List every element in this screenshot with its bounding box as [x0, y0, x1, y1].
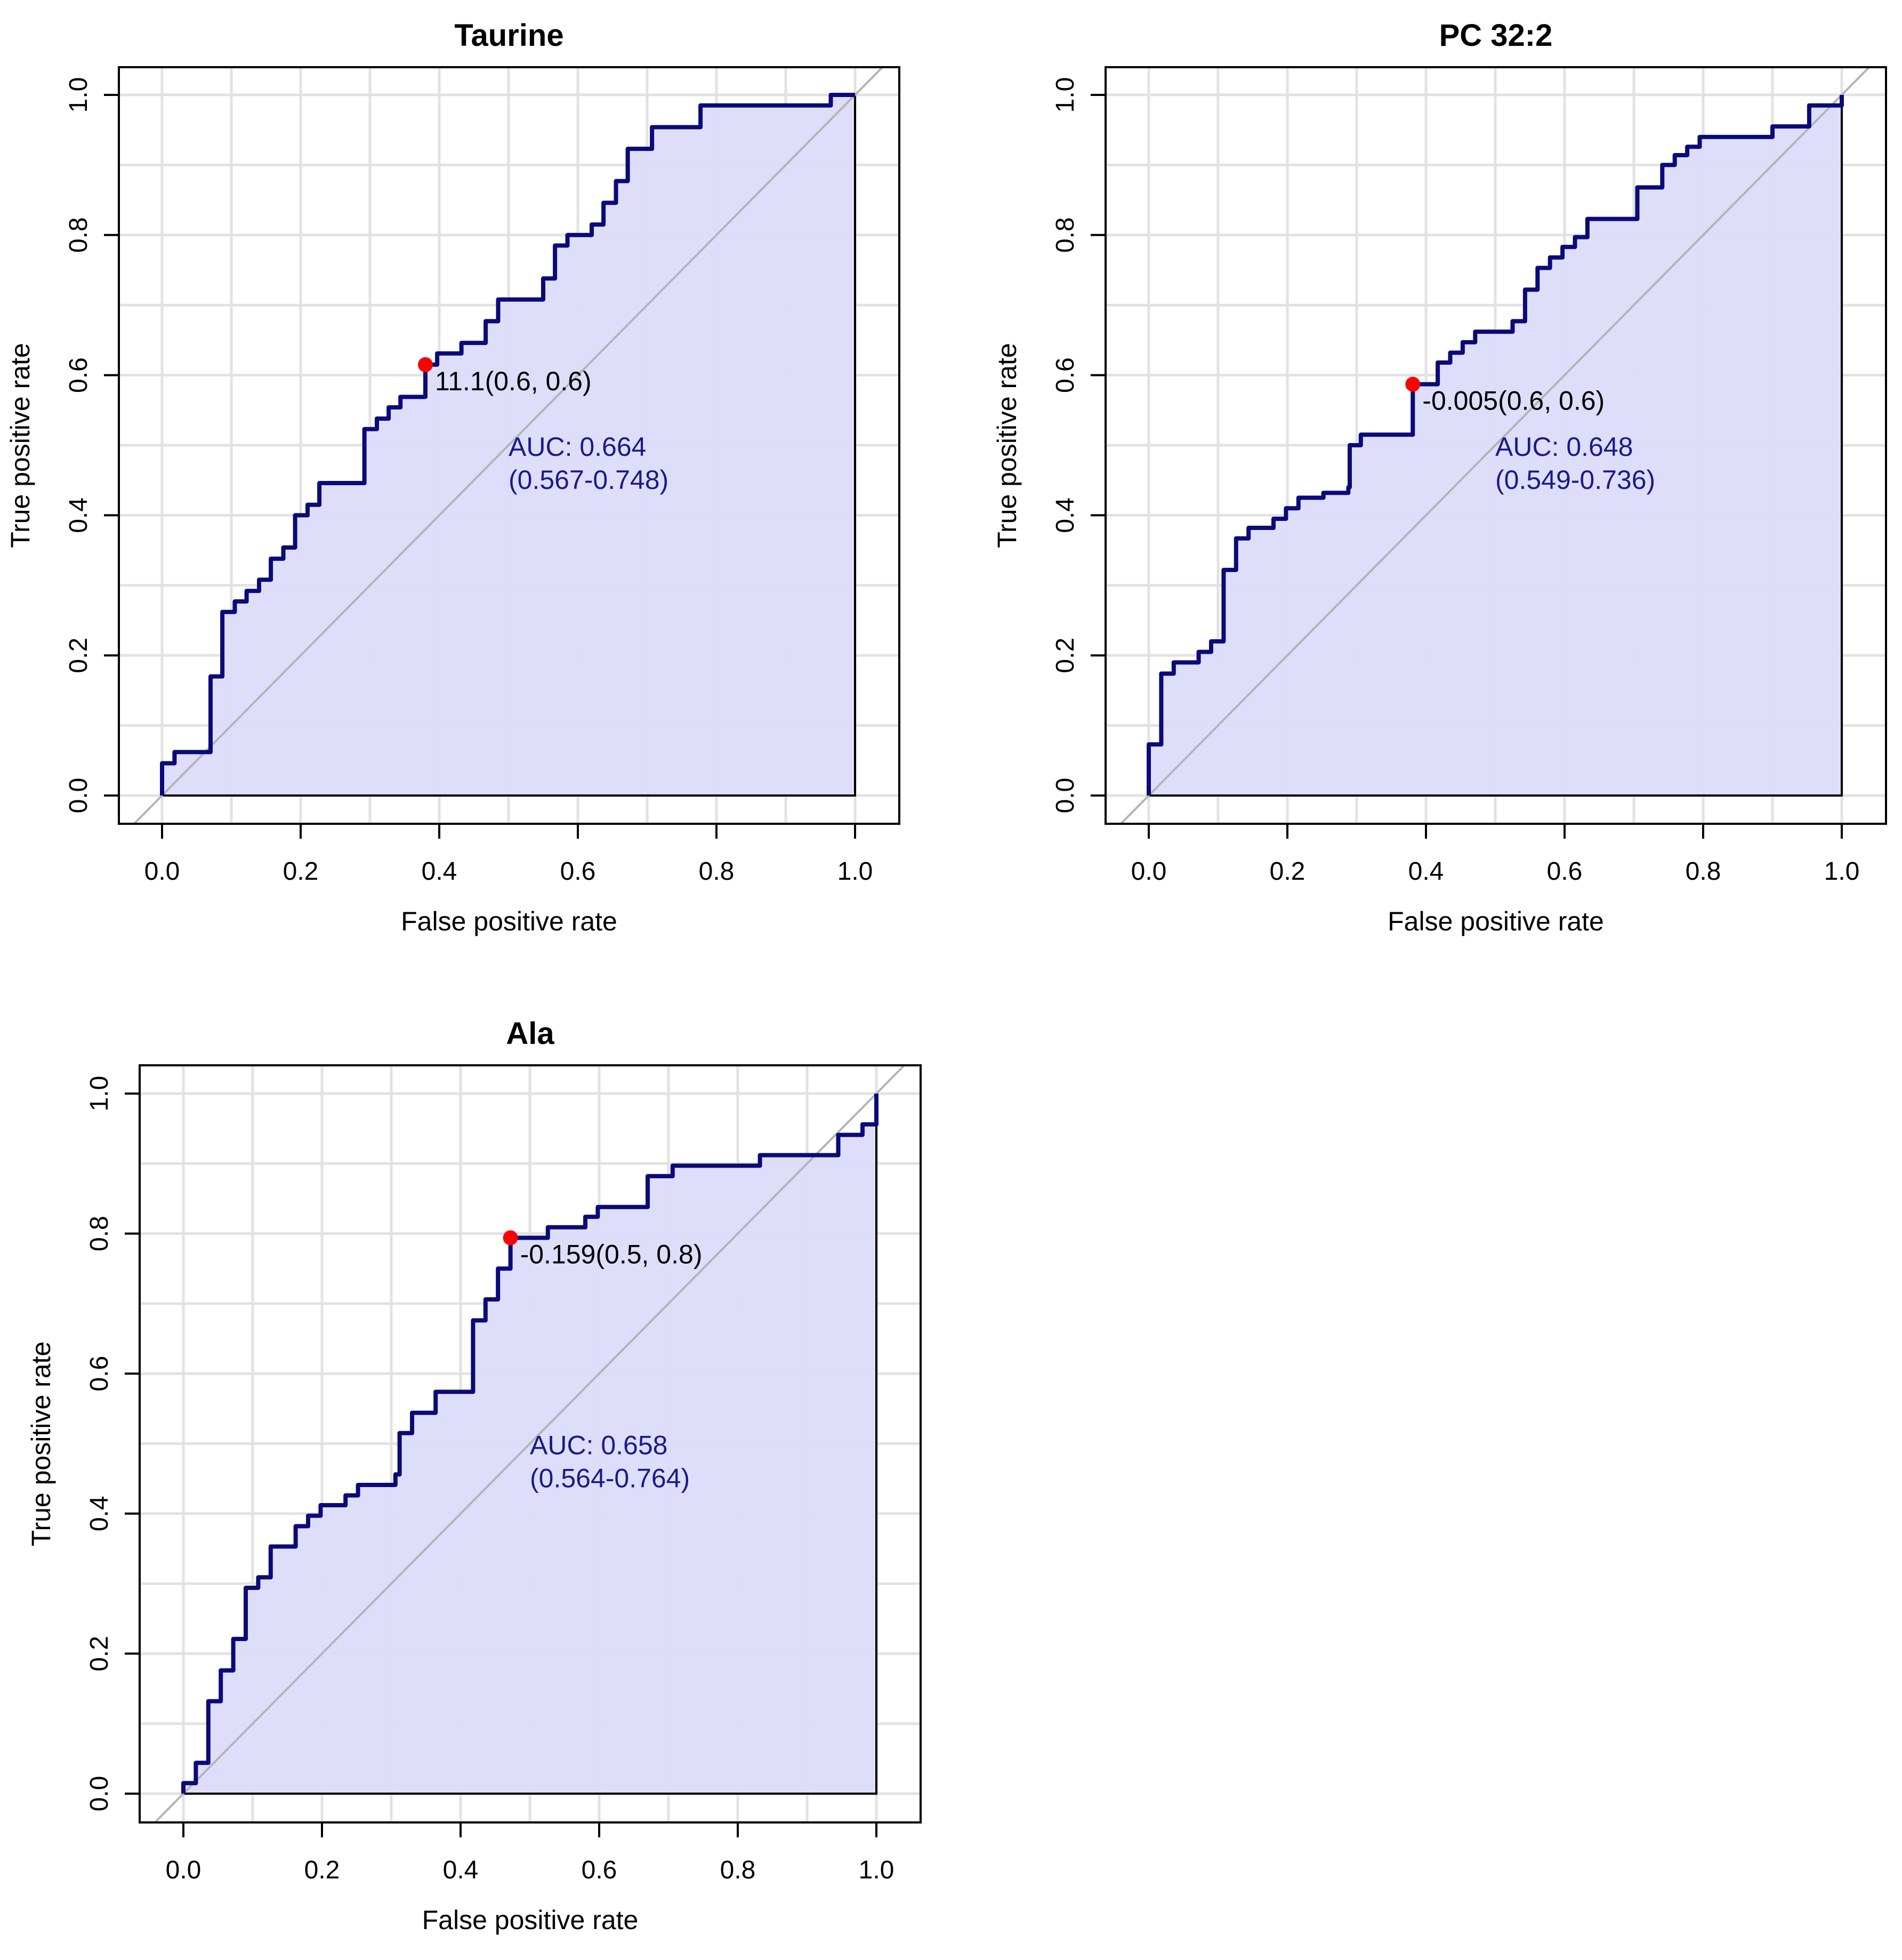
x-tick-label: 0.0: [144, 857, 180, 886]
y-axis: 0.0 0.2 0.4 0.6 0.8 1.0: [85, 1076, 141, 1812]
optimal-cutoff-point: [1405, 376, 1421, 392]
roc-curve: [181, 1094, 879, 1794]
x-tick-label: 0.6: [560, 857, 596, 886]
roc-curve: [1147, 95, 1844, 796]
y-tick-label: 0.2: [85, 1636, 114, 1672]
x-tick-label: 1.0: [859, 1856, 894, 1884]
chart-title: PC 32:2: [1439, 18, 1553, 53]
x-tick-label: 0.0: [166, 1856, 202, 1884]
y-tick-label: 0.8: [1051, 217, 1079, 253]
y-tick-label: 0.6: [1051, 357, 1079, 393]
x-tick-label: 0.6: [1547, 857, 1583, 886]
auc-ci-label: (0.549-0.736): [1495, 465, 1655, 495]
x-tick-label: 0.8: [1686, 857, 1721, 886]
chart-title: Ala: [506, 1016, 554, 1051]
x-axis: 0.0 0.2 0.4 0.6 0.8 1.0: [1131, 823, 1860, 886]
x-tick-label: 0.4: [422, 857, 457, 886]
y-axis-title: True positive rate: [26, 1342, 56, 1546]
x-tick-label: 0.2: [283, 857, 319, 886]
x-axis: 0.0 0.2 0.4 0.6 0.8 1.0: [166, 1821, 894, 1884]
auc-ci-label: (0.564-0.764): [530, 1464, 690, 1493]
optimal-cutoff-label: -0.005(0.6, 0.6): [1422, 386, 1605, 416]
y-axis: 0.0 0.2 0.4 0.6 0.8 1.0: [1051, 77, 1107, 814]
optimal-cutoff-point: [418, 357, 433, 372]
auc-label: AUC: 0.664: [509, 432, 646, 462]
x-tick-label: 0.2: [304, 1856, 340, 1884]
y-tick-label: 0.8: [65, 217, 93, 253]
optimal-cutoff-label: 11.1(0.6, 0.6): [435, 366, 592, 396]
y-tick-label: 1.0: [65, 77, 93, 113]
roc-panel-2: PC 32:2 0.0 0.2 0.4 0.6 0.8 1.0 False positive …: [992, 18, 1887, 936]
x-tick-label: 0.8: [720, 1856, 756, 1884]
x-tick-label: 0.0: [1131, 857, 1167, 886]
x-axis-title: False positive rate: [401, 906, 617, 936]
chance-diagonal: [155, 1065, 905, 1822]
y-tick-label: 0.0: [85, 1776, 114, 1812]
chart-title: Taurine: [454, 18, 563, 53]
auc-ci-label: (0.567-0.748): [509, 465, 668, 495]
y-axis-title: True positive rate: [992, 343, 1022, 548]
y-tick-label: 0.6: [65, 357, 93, 393]
optimal-cutoff-point: [503, 1230, 518, 1246]
y-tick-label: 0.0: [1051, 778, 1079, 814]
y-tick-label: 1.0: [1051, 77, 1079, 113]
roc-curve: [160, 93, 855, 796]
x-axis-title: False positive rate: [422, 1905, 639, 1935]
auc-label: AUC: 0.658: [530, 1431, 667, 1460]
x-tick-label: 1.0: [837, 857, 873, 886]
chance-diagonal: [1120, 67, 1871, 824]
y-tick-label: 0.2: [65, 638, 93, 673]
y-tick-label: 0.4: [1051, 497, 1079, 533]
optimal-cutoff-label: -0.159(0.5, 0.8): [520, 1239, 703, 1269]
x-axis: 0.0 0.2 0.4 0.6 0.8 1.0: [144, 823, 873, 886]
x-tick-label: 0.8: [699, 857, 735, 886]
y-tick-label: 0.8: [85, 1216, 114, 1251]
roc-panel-1: Taurine 0.0 0.2 0.4 0.6 0.8 1.0 False positive …: [5, 18, 900, 936]
x-tick-label: 0.2: [1270, 857, 1305, 886]
y-tick-label: 1.0: [85, 1076, 114, 1112]
x-tick-label: 0.4: [443, 1856, 479, 1884]
auc-label: AUC: 0.648: [1495, 432, 1633, 462]
x-tick-label: 0.4: [1408, 857, 1444, 886]
y-tick-label: 0.0: [65, 778, 93, 814]
y-axis-title: True positive rate: [5, 343, 35, 548]
y-tick-label: 0.4: [85, 1496, 114, 1531]
y-tick-label: 0.6: [85, 1356, 114, 1392]
x-tick-label: 1.0: [1824, 857, 1860, 886]
y-tick-label: 0.4: [65, 497, 93, 533]
x-tick-label: 0.6: [582, 1856, 617, 1884]
chance-diagonal: [133, 67, 884, 824]
y-tick-label: 0.2: [1051, 638, 1079, 673]
x-axis-title: False positive rate: [1388, 906, 1604, 936]
y-axis: 0.0 0.2 0.4 0.6 0.8 1.0: [65, 77, 120, 814]
roc-panel-3: Ala 0.0 0.2 0.4 0.6 0.8 1.0 False positive rate…: [26, 1016, 922, 1935]
